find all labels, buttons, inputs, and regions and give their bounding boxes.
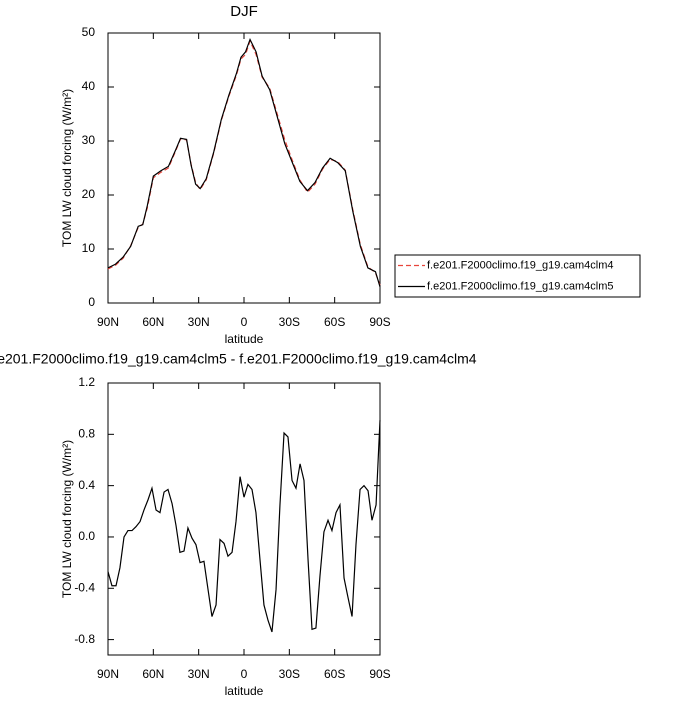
x-axis-label: latitude: [225, 684, 264, 698]
y-tick-label: 30: [82, 133, 96, 147]
chart-title: DJF: [230, 3, 258, 20]
y-tick-label: -0.8: [74, 632, 95, 646]
x-tick-label: 30N: [188, 315, 210, 329]
x-tick-label: 30S: [279, 667, 300, 681]
x-tick-label: 0: [241, 315, 248, 329]
data-line: [107, 420, 381, 633]
y-tick-label: 50: [82, 25, 96, 39]
chart-title: f.e201.F2000climo.f19_g19.cam4clm5 - f.e…: [0, 351, 477, 367]
plot-frame: [107, 32, 381, 304]
x-tick-label: 30N: [188, 667, 210, 681]
y-tick-label: 0: [88, 295, 95, 309]
legend-label: f.e201.F2000climo.f19_g19.cam4clm5: [427, 280, 614, 292]
x-axis-label: latitude: [225, 332, 264, 346]
x-tick-label: 60N: [142, 315, 164, 329]
data-line: [107, 37, 381, 287]
y-tick-label: -0.4: [74, 580, 95, 594]
x-tick-label: 0: [241, 667, 248, 681]
y-axis-label: TOM LW cloud forcing (W/m²): [60, 89, 74, 247]
x-tick-label: 90N: [97, 315, 119, 329]
data-line: [107, 39, 381, 286]
x-tick-label: 60S: [324, 315, 345, 329]
x-tick-label: 90S: [369, 667, 390, 681]
plot-frame: [107, 382, 381, 656]
x-tick-label: 60S: [324, 667, 345, 681]
y-tick-label: 40: [82, 79, 96, 93]
y-axis-label: TOM LW cloud forcing (W/m²): [60, 440, 74, 598]
legend-box: [394, 254, 641, 298]
y-tick-label: 0.4: [78, 478, 95, 492]
x-tick-label: 30S: [279, 315, 300, 329]
x-tick-label: 90N: [97, 667, 119, 681]
y-tick-label: 0.8: [78, 426, 95, 440]
y-tick-label: 10: [82, 241, 96, 255]
x-tick-label: 60N: [142, 667, 164, 681]
y-tick-label: 20: [82, 187, 96, 201]
y-tick-label: 1.2: [78, 375, 95, 389]
x-tick-label: 90S: [369, 315, 390, 329]
y-tick-label: 0.0: [78, 529, 95, 543]
legend-label: f.e201.F2000climo.f19_g19.cam4clm4: [427, 259, 614, 271]
